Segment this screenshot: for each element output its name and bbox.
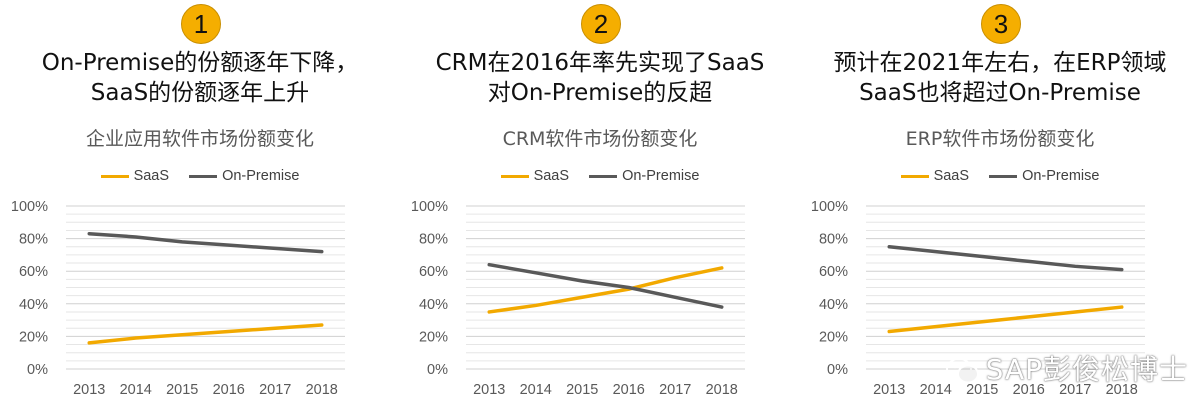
chart-title-2: CRM软件市场份额变化 (502, 128, 698, 150)
series-line-onprem (887, 245, 1124, 272)
y-tick-label: 80% (419, 232, 448, 248)
chart-title-3: ERP软件市场份额变化 (905, 128, 1095, 150)
x-tick-label: 2017 (659, 382, 691, 398)
headline-3-line-1: 预计在2021年左右，在ERP领域 (833, 50, 1167, 76)
x-tick-label: 2016 (613, 382, 645, 398)
series-line-onprem (87, 231, 324, 254)
legend-item-saas: SaaS (900, 168, 970, 184)
legend-swatch-saas (500, 174, 529, 178)
x-tick-label: 2014 (920, 382, 952, 398)
watermark-text: SAP彭俊松博士 (985, 353, 1188, 386)
series-line-saas (487, 266, 724, 314)
series-line-saas (87, 323, 324, 345)
y-tick-label: 20% (19, 329, 48, 345)
x-tick-label: 2014 (120, 382, 152, 398)
y-tick-label: 0% (827, 362, 848, 378)
chart-1: 0% 20% 40% 60% 80% 100% 2013 2014 2015 2016 2017 20… (11, 199, 345, 398)
x-tick-label: 2015 (566, 382, 598, 398)
x-tick-label: 2017 (1059, 382, 1091, 398)
legend-label-saas: SaaS (933, 168, 970, 184)
y-tick-label: 100% (11, 199, 48, 215)
y-tick-label: 60% (419, 264, 448, 280)
legend-2: SaaS On-Premise (400, 168, 800, 184)
y-tick-label: 0% (27, 362, 48, 378)
y-tick-label: 0% (427, 362, 448, 378)
y-tick-label: 60% (19, 264, 48, 280)
y-tick-label: 40% (819, 297, 848, 313)
legend-swatch-saas (900, 174, 929, 178)
x-tick-label: 2015 (966, 382, 998, 398)
legend-label-onprem: On-Premise (222, 168, 300, 184)
y-tick-label: 100% (811, 199, 848, 215)
x-tick-label: 2015 (166, 382, 198, 398)
legend-swatch-onprem (989, 174, 1018, 178)
headline-1: On-Premise的份额逐年下降， SaaS的份额逐年上升 (0, 48, 400, 108)
headline-1-line-2: SaaS的份额逐年上升 (90, 80, 310, 106)
step-badge-2: 2 (581, 4, 621, 44)
panel-1: 1 On-Premise的份额逐年下降， SaaS的份额逐年上升 企业应用软件市… (0, 0, 400, 408)
headline-2-line-2: 对On-Premise的反超 (487, 80, 713, 106)
headline-2-line-1: CRM在2016年率先实现了SaaS (435, 50, 765, 76)
x-tick-label: 2016 (1013, 382, 1045, 398)
legend-swatch-onprem (589, 174, 618, 178)
chart-3: 0% 20% 40% 60% 80% 100% 2013 2014 2015 2016 2017 20… (811, 199, 1145, 398)
legend-swatch-onprem (189, 174, 218, 178)
x-tick-label: 2014 (520, 382, 552, 398)
legend-label-saas: SaaS (533, 168, 570, 184)
legend-item-onprem: On-Premise (589, 168, 699, 184)
headline-3: 预计在2021年左右，在ERP领域 SaaS也将超过On-Premise (800, 48, 1200, 108)
headline-1-line-1: On-Premise的份额逐年下降， (41, 50, 359, 76)
x-tick-label: 2018 (706, 382, 738, 398)
legend-1: SaaS On-Premise (0, 168, 400, 184)
legend-item-onprem: On-Premise (189, 168, 299, 184)
y-tick-label: 20% (819, 329, 848, 345)
series-line-saas (887, 305, 1124, 334)
legend-label-onprem: On-Premise (1022, 168, 1100, 184)
legend-item-saas: SaaS (100, 168, 170, 184)
panel-3: 3 预计在2021年左右，在ERP领域 SaaS也将超过On-Premise E… (800, 0, 1200, 408)
legend-3: SaaS On-Premise (800, 168, 1200, 184)
x-tick-label: 2013 (473, 382, 505, 398)
wechat-icon (945, 358, 979, 384)
step-badge-3: 3 (981, 4, 1021, 44)
y-tick-label: 80% (819, 232, 848, 248)
y-tick-label: 20% (419, 329, 448, 345)
x-tick-label: 2013 (873, 382, 905, 398)
legend-item-onprem: On-Premise (989, 168, 1099, 184)
legend-label-onprem: On-Premise (622, 168, 700, 184)
watermark: SAP彭俊松博士 (945, 348, 1188, 388)
x-tick-label: 2013 (73, 382, 105, 398)
x-tick-label: 2017 (259, 382, 291, 398)
chart-title-1: 企业应用软件市场份额变化 (85, 128, 314, 150)
legend-swatch-saas (100, 174, 129, 178)
y-tick-label: 40% (19, 297, 48, 313)
step-badge-1: 1 (181, 4, 221, 44)
headline-3-line-2: SaaS也将超过On-Premise (859, 80, 1141, 106)
x-tick-label: 2016 (213, 382, 245, 398)
y-tick-label: 60% (819, 264, 848, 280)
panel-2: 2 CRM在2016年率先实现了SaaS 对On-Premise的反超 CRM软… (400, 0, 800, 408)
series-line-onprem (487, 262, 724, 309)
chart-2: 0% 20% 40% 60% 80% 100% 2013 2014 2015 2016 2017 20… (411, 199, 745, 398)
y-tick-label: 80% (19, 232, 48, 248)
legend-label-saas: SaaS (133, 168, 170, 184)
y-tick-label: 100% (411, 199, 448, 215)
x-tick-label: 2018 (306, 382, 338, 398)
legend-item-saas: SaaS (500, 168, 570, 184)
y-tick-label: 40% (419, 297, 448, 313)
x-tick-label: 2018 (1106, 382, 1138, 398)
headline-2: CRM在2016年率先实现了SaaS 对On-Premise的反超 (400, 48, 800, 108)
